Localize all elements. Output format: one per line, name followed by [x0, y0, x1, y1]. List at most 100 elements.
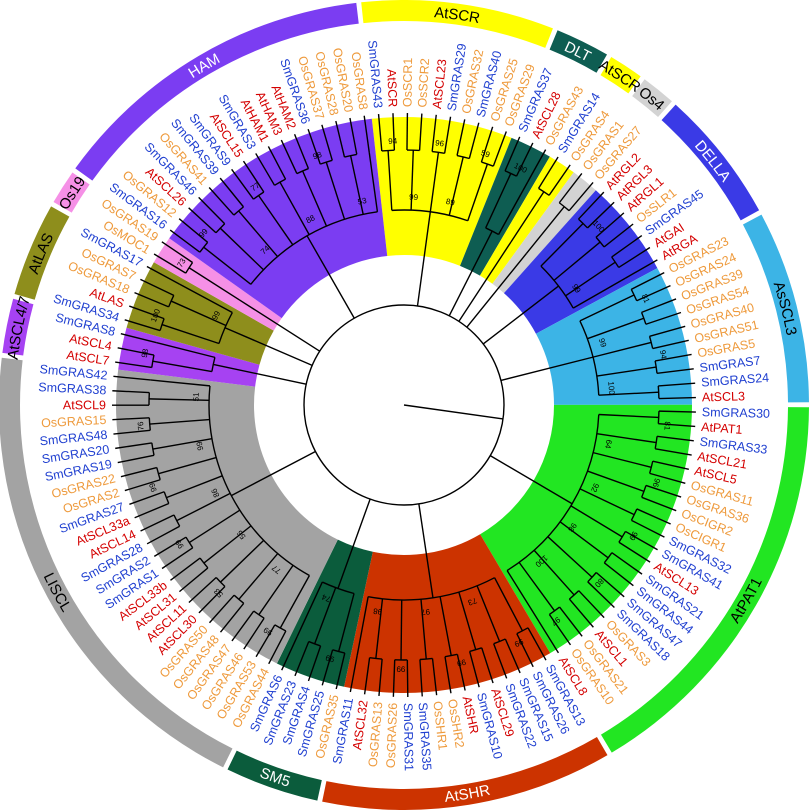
- leaf-label: SmGRAS43: [365, 40, 385, 109]
- leaf-branch: [444, 656, 452, 694]
- clade-wedge: [169, 118, 388, 319]
- internal-branch: [279, 181, 310, 235]
- internal-branch: [156, 342, 216, 359]
- leaf-label: SmGRAS48: [39, 428, 108, 449]
- internal-branch: [368, 152, 379, 212]
- leaf-branch: [603, 223, 634, 248]
- bootstrap-value: 98: [312, 150, 324, 162]
- clade-band: [600, 407, 809, 753]
- leaf-branch: [636, 284, 671, 302]
- bootstrap-value: 74: [320, 592, 332, 604]
- leaf-label: SmGRAS35: [416, 702, 434, 771]
- node-arc: [516, 627, 529, 635]
- internal-branch: [158, 456, 217, 475]
- leaf-branch: [527, 149, 547, 183]
- leaf-branch: [307, 645, 322, 682]
- bootstrap-value: 51: [191, 392, 200, 402]
- internal-branch: [572, 277, 626, 309]
- internal-branch: [301, 170, 328, 227]
- node-arc: [253, 610, 265, 619]
- root-branch: [403, 404, 504, 420]
- leaf-branch: [255, 153, 276, 186]
- clade-stem: [213, 363, 307, 385]
- node-arc: [648, 336, 654, 349]
- node-arc: [274, 178, 286, 186]
- bootstrap-value: 98: [140, 347, 151, 358]
- leaf-branch: [281, 636, 298, 671]
- leaf-branch: [321, 124, 333, 161]
- bootstrap-value: 100: [149, 307, 162, 323]
- internal-branch: [570, 505, 623, 538]
- leaf-branch: [618, 246, 651, 269]
- leaf-branch: [658, 423, 696, 428]
- leaf-label: OsGRAS26: [384, 703, 400, 769]
- internal-branch: [579, 488, 635, 516]
- leaf-branch: [208, 187, 235, 216]
- bootstrap-value: 81: [640, 293, 652, 305]
- internal-branch: [325, 161, 346, 220]
- bootstrap-value: 99: [512, 637, 524, 649]
- leaf-branch: [153, 253, 187, 274]
- bootstrap-value: 94: [388, 137, 398, 146]
- leaf-branch: [618, 541, 651, 563]
- node-arc: [233, 206, 244, 216]
- leaf-label: OsSCR1: [400, 58, 415, 108]
- leaf-branch: [335, 652, 346, 690]
- leaf-branch: [140, 278, 175, 296]
- clade-stem: [224, 327, 313, 367]
- bootstrap-value: 98: [372, 606, 383, 616]
- leaf-branch: [492, 131, 507, 167]
- node-arc: [481, 161, 494, 167]
- internal-branch: [596, 366, 657, 377]
- leaf-branch: [611, 552, 643, 575]
- leaf-branch: [349, 655, 358, 693]
- bootstrap-value: 100: [606, 381, 616, 396]
- node-arc: [215, 223, 226, 234]
- node-arc: [657, 385, 660, 399]
- clade-wedge: [116, 369, 338, 664]
- clade-stem: [418, 503, 434, 598]
- node-arc: [493, 638, 506, 645]
- internal-branch: [258, 564, 294, 616]
- internal-branch: [238, 210, 279, 258]
- clade-stem: [416, 211, 432, 307]
- internal-branch: [313, 587, 337, 645]
- clade-arc: [211, 357, 216, 372]
- leaf-branch: [124, 319, 161, 332]
- clade-arc: [322, 581, 355, 595]
- node-arc: [253, 191, 265, 200]
- leaf-branch: [652, 460, 689, 470]
- leaf-branch: [578, 590, 605, 619]
- clade-band: [2, 298, 34, 356]
- leaf-branch: [527, 627, 547, 661]
- leaf-label: OsGRAS13: [366, 701, 386, 767]
- leaf-branch: [321, 649, 334, 686]
- internal-branch: [439, 596, 452, 656]
- leaf-branch: [443, 116, 452, 154]
- internal-branch: [338, 593, 355, 652]
- leaf-label: AtSCL32: [350, 699, 371, 751]
- leaf-label: SmGRAS30: [702, 405, 770, 421]
- leaf-branch: [129, 491, 165, 505]
- internal-branch: [387, 150, 393, 211]
- internal-branch: [188, 267, 241, 301]
- bootstrap-value: 99: [597, 337, 608, 349]
- leaf-label: AtSCR: [384, 69, 399, 108]
- leaf-branch: [655, 353, 692, 362]
- node-arc: [456, 154, 470, 160]
- node-arc: [504, 170, 517, 177]
- clade-stem: [489, 455, 573, 505]
- internal-branch: [518, 561, 556, 612]
- clade-band: [14, 206, 70, 300]
- leaf-branch: [267, 146, 287, 180]
- node-arc: [641, 485, 647, 498]
- internal-branch: [596, 433, 657, 444]
- leaf-branch: [146, 265, 180, 285]
- clade-stem: [306, 235, 355, 319]
- node-arc: [578, 218, 589, 229]
- leaf-branch: [658, 410, 696, 413]
- node-arc: [296, 167, 309, 175]
- leaf-label: SmGRAS38: [38, 380, 107, 397]
